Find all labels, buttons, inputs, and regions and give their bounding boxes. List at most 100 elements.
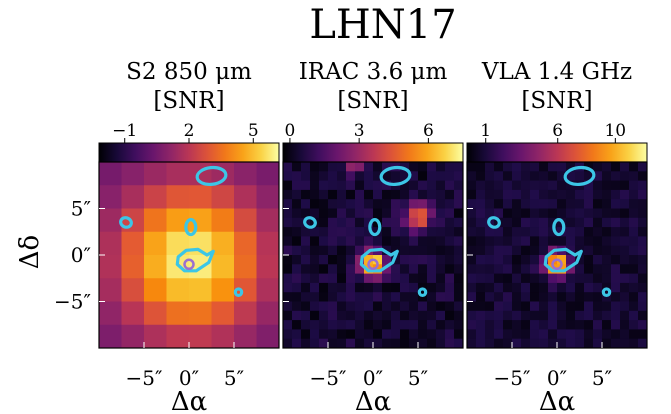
heatmap-cell <box>234 162 257 186</box>
heatmap-cell <box>436 273 446 284</box>
heatmap-cell <box>319 338 329 349</box>
heatmap-cell <box>346 255 356 265</box>
heatmap-cell <box>611 338 621 349</box>
heatmap-cell <box>121 185 145 209</box>
heatmap-cell <box>602 208 612 219</box>
heatmap-cell <box>548 282 558 293</box>
heatmap-cell <box>409 292 419 302</box>
heatmap-cell <box>310 236 320 247</box>
heatmap-cell <box>292 217 302 228</box>
heatmap-cell <box>575 338 585 349</box>
heatmap-cell <box>301 189 311 200</box>
contour <box>487 216 501 229</box>
heatmap-cell <box>602 264 612 274</box>
heatmap-cell <box>566 338 576 349</box>
heatmap-cell <box>530 189 540 200</box>
heatmap-cell <box>391 310 401 321</box>
contours <box>487 165 612 298</box>
heatmap-cell <box>593 282 603 293</box>
heatmap-cell <box>557 338 567 349</box>
heatmap-cell <box>99 255 122 279</box>
heatmap-cell <box>467 338 477 349</box>
heatmap-cell <box>427 189 437 200</box>
heatmap-cell <box>337 236 347 247</box>
heatmap-cell <box>539 273 549 284</box>
heatmap-cell <box>418 329 428 340</box>
heatmap-cell <box>611 189 621 200</box>
heatmap-cell <box>436 208 446 219</box>
heatmap-cell <box>593 162 603 172</box>
heatmap-cell <box>485 292 495 302</box>
heatmap-cell <box>620 273 630 284</box>
heatmap-cell <box>400 301 410 312</box>
heatmap-cell <box>584 217 594 228</box>
heatmap-cell <box>494 273 504 284</box>
heatmap-cell <box>373 162 383 172</box>
heatmap-cell <box>337 310 347 321</box>
heatmap-cell <box>319 301 329 312</box>
heatmap-cell <box>539 264 549 274</box>
heatmap-cell <box>629 180 639 191</box>
heatmap-cell <box>638 301 648 312</box>
heatmap-cell <box>454 245 464 256</box>
heatmap-cell <box>382 292 392 302</box>
heatmap-cell <box>427 180 437 191</box>
heatmap-cell <box>602 255 612 265</box>
heatmap-cell <box>382 217 392 228</box>
heatmap-cell <box>503 264 513 274</box>
heatmap-cell <box>355 310 365 321</box>
heatmap-cell <box>292 208 302 219</box>
heatmap-cell <box>512 199 522 209</box>
heatmap-cell <box>593 171 603 181</box>
heatmap-cell <box>521 199 531 209</box>
heatmap-cell <box>467 292 477 302</box>
heatmap-cell <box>503 292 513 302</box>
heatmap-cell <box>310 171 320 181</box>
heatmap-cell <box>467 255 477 265</box>
heatmap-cell <box>346 180 356 191</box>
heatmap-cell <box>521 282 531 293</box>
heatmap-cell <box>593 208 603 219</box>
heatmap-cell <box>144 301 167 326</box>
heatmap-cell <box>391 171 401 181</box>
heatmap-cell <box>638 208 648 219</box>
heatmap-cell <box>494 264 504 274</box>
heatmap-cell <box>382 264 392 274</box>
heatmap-cell <box>355 301 365 312</box>
heatmap-cell <box>427 255 437 265</box>
heatmap-cell <box>548 236 558 247</box>
heatmap-cell <box>292 320 302 330</box>
heatmap-cell <box>400 189 410 200</box>
heatmap-cell <box>445 320 455 330</box>
heatmap-cell <box>557 171 567 181</box>
heatmap-cell <box>638 245 648 256</box>
heatmap-cell <box>548 171 558 181</box>
heatmap-cell <box>584 255 594 265</box>
heatmap-cell <box>445 236 455 247</box>
heatmap-cell <box>566 180 576 191</box>
panel-2: IRAC 3.6 μm [SNR] 0 3 6 −5″ 0″ 5″ Δα <box>282 59 464 414</box>
heatmap-cell <box>620 180 630 191</box>
heatmap-cell <box>292 227 302 237</box>
heatmap-cell <box>256 208 280 233</box>
heatmap-cell <box>638 282 648 293</box>
heatmap-cell <box>530 255 540 265</box>
heatmap-cell <box>373 171 383 181</box>
heatmap-cell <box>467 171 477 181</box>
heatmap-cell <box>400 217 410 228</box>
heatmap-cell <box>328 255 338 265</box>
heatmap-cell <box>548 227 558 237</box>
heatmap-cell <box>521 310 531 321</box>
heatmap-cell <box>436 217 446 228</box>
heatmap-cell <box>328 171 338 181</box>
heatmap-cell <box>530 199 540 209</box>
heatmap-cell <box>476 264 486 274</box>
heatmap-cell <box>364 273 374 284</box>
heatmap-cell <box>575 292 585 302</box>
heatmap-cell <box>400 310 410 321</box>
heatmap-cell <box>494 245 504 256</box>
heatmap-cell <box>485 301 495 312</box>
heatmap-cell <box>328 199 338 209</box>
heatmap-cell <box>494 320 504 330</box>
heatmap-cell <box>454 320 464 330</box>
